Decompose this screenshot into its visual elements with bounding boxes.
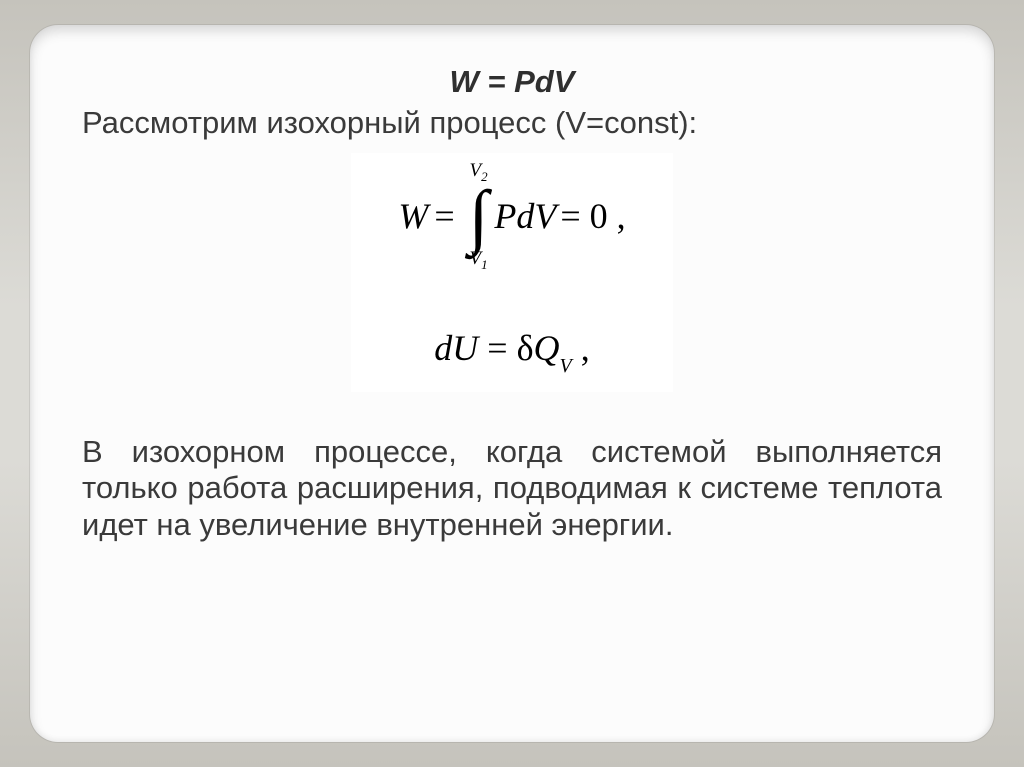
f2-sub: V [560,355,572,377]
slide: W = PdV Рассмотрим изохорный процесс (V=… [30,25,994,742]
f2-d: d [434,328,452,368]
formula-work-integral: W= V2 ∫ V1 PdV = 0 , [357,161,667,271]
f2-tail: , [572,328,590,368]
integral-symbol: V2 ∫ V1 [469,161,489,271]
f2-delta: δ [517,328,534,368]
lower-limit-sub: 1 [481,257,488,272]
presentation-stage: W = PdV Рассмотрим изохорный процесс (V=… [0,0,1024,767]
f2-Q: Q [534,328,560,368]
formula-block: W= V2 ∫ V1 PdV = 0 , dU = δQV , [351,153,673,392]
integrand: PdV [494,195,556,237]
slide-subtitle: Рассмотрим изохорный процесс (V=const): [82,104,942,143]
slide-title: W = PdV [82,63,942,100]
lower-limit-v: V [469,248,481,269]
slide-body-text: В изохорном процессе, когда системой вып… [82,434,942,544]
formula1-lhs: W [398,196,428,236]
formula-du-dq: dU = δQV , [357,327,667,374]
f2-eq: = [478,328,516,368]
formula1-result: = 0 , [560,195,625,237]
f2-U: U [452,328,478,368]
